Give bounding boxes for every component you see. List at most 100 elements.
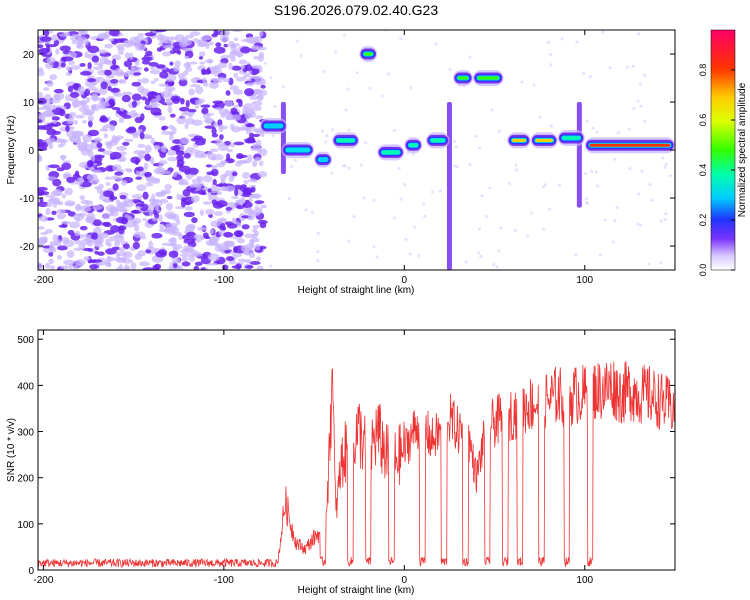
faint-speckle	[413, 225, 417, 229]
noise-speckle	[61, 193, 67, 199]
noise-speckle	[87, 114, 94, 122]
noise-speckle	[248, 196, 253, 203]
noise-speckle	[203, 82, 209, 87]
noise-speckle	[257, 171, 268, 178]
noise-speckle	[122, 243, 130, 250]
faint-speckle	[368, 86, 372, 90]
noise-speckle	[224, 249, 231, 254]
noise-speckle	[38, 189, 45, 197]
faint-speckle	[411, 152, 415, 156]
noise-speckle	[134, 61, 140, 66]
noise-speckle	[111, 106, 121, 111]
noise-speckle	[158, 214, 163, 222]
noise-speckle	[241, 171, 251, 179]
spectrogram-x-label: Height of straight line (km)	[298, 285, 415, 296]
noise-speckle	[151, 178, 161, 184]
noise-speckle	[120, 207, 128, 213]
noise-speckle	[174, 60, 181, 67]
faint-speckle	[613, 218, 617, 222]
noise-speckle	[131, 217, 142, 224]
spectrogram-track-band	[562, 136, 580, 140]
x-tick-label: -200	[33, 275, 53, 286]
noise-speckle	[49, 197, 61, 204]
noise-speckle	[200, 191, 207, 196]
noise-speckle	[122, 251, 133, 259]
noise-speckle	[80, 205, 92, 213]
noise-speckle	[203, 117, 214, 124]
noise-speckle	[189, 84, 201, 88]
colorbar-ticks: 0.0 0.2 0.4 0.6 0.8	[698, 64, 735, 276]
noise-speckle	[182, 189, 191, 197]
noise-speckle	[53, 88, 64, 94]
faint-speckle	[598, 253, 602, 257]
noise-speckle	[248, 240, 255, 248]
noise-speckle	[144, 32, 157, 37]
noise-speckle	[100, 81, 108, 90]
faint-speckle	[583, 172, 587, 176]
noise-speckle	[172, 260, 182, 264]
noise-speckle	[159, 223, 165, 230]
noise-speckle	[94, 186, 100, 190]
noise-speckle	[207, 253, 220, 262]
noise-speckle	[79, 177, 84, 186]
noise-speckle	[68, 60, 75, 66]
spectrogram-x-ticks: -200 -100 0 100	[33, 30, 594, 286]
noise-speckle	[53, 39, 60, 47]
noise-speckle	[254, 157, 262, 161]
noise-speckle	[222, 30, 230, 37]
noise-speckle	[70, 33, 81, 42]
noise-speckle	[252, 105, 262, 111]
noise-speckle	[79, 71, 92, 76]
noise-speckle	[80, 99, 87, 108]
noise-speckle	[246, 207, 253, 213]
noise-speckle	[53, 94, 61, 100]
x-tick-label: -200	[33, 575, 53, 586]
noise-speckle	[256, 256, 262, 262]
faint-speckle	[321, 129, 325, 133]
noise-speckle	[184, 201, 191, 206]
spectrogram-track-band	[382, 150, 400, 154]
noise-speckle	[93, 226, 102, 234]
noise-speckle	[92, 205, 103, 210]
faint-speckle	[637, 32, 641, 36]
faint-speckle	[399, 197, 403, 201]
noise-speckle	[260, 84, 266, 89]
noise-speckle	[57, 255, 62, 260]
noise-speckle	[67, 211, 76, 217]
noise-speckle	[107, 242, 112, 247]
noise-speckle	[116, 145, 127, 152]
noise-speckle	[49, 74, 58, 80]
spectrogram-y-ticks: -20 -10 0 10 20	[20, 50, 675, 253]
noise-speckle	[220, 160, 228, 164]
faint-speckle	[430, 190, 434, 194]
noise-speckle	[156, 47, 163, 52]
noise-speckle	[245, 258, 252, 264]
noise-speckle	[192, 178, 197, 185]
noise-speckle	[51, 98, 61, 104]
faint-speckle	[282, 85, 286, 89]
faint-speckle	[591, 126, 595, 130]
colorbar-frame	[710, 29, 736, 271]
noise-speckle	[58, 224, 68, 228]
noise-speckle	[201, 107, 209, 115]
noise-speckle	[49, 265, 55, 270]
noise-speckle	[55, 48, 60, 55]
noise-speckle	[80, 238, 92, 245]
noise-speckle	[244, 265, 254, 269]
noise-speckle	[78, 106, 87, 112]
noise-speckle	[200, 104, 211, 108]
noise-speckle	[74, 170, 80, 177]
faint-speckle	[549, 63, 553, 67]
faint-speckle	[548, 207, 552, 211]
faint-speckle	[438, 189, 442, 193]
noise-speckle	[104, 43, 114, 49]
noise-speckle	[99, 128, 109, 132]
faint-speckle	[347, 166, 351, 170]
noise-speckle	[210, 220, 221, 228]
noise-speckle	[40, 231, 49, 236]
noise-speckle	[242, 110, 249, 115]
spectrogram-track-band	[589, 143, 671, 147]
noise-speckle	[59, 265, 70, 270]
noise-speckle	[91, 105, 96, 111]
noise-speckle	[207, 188, 212, 193]
